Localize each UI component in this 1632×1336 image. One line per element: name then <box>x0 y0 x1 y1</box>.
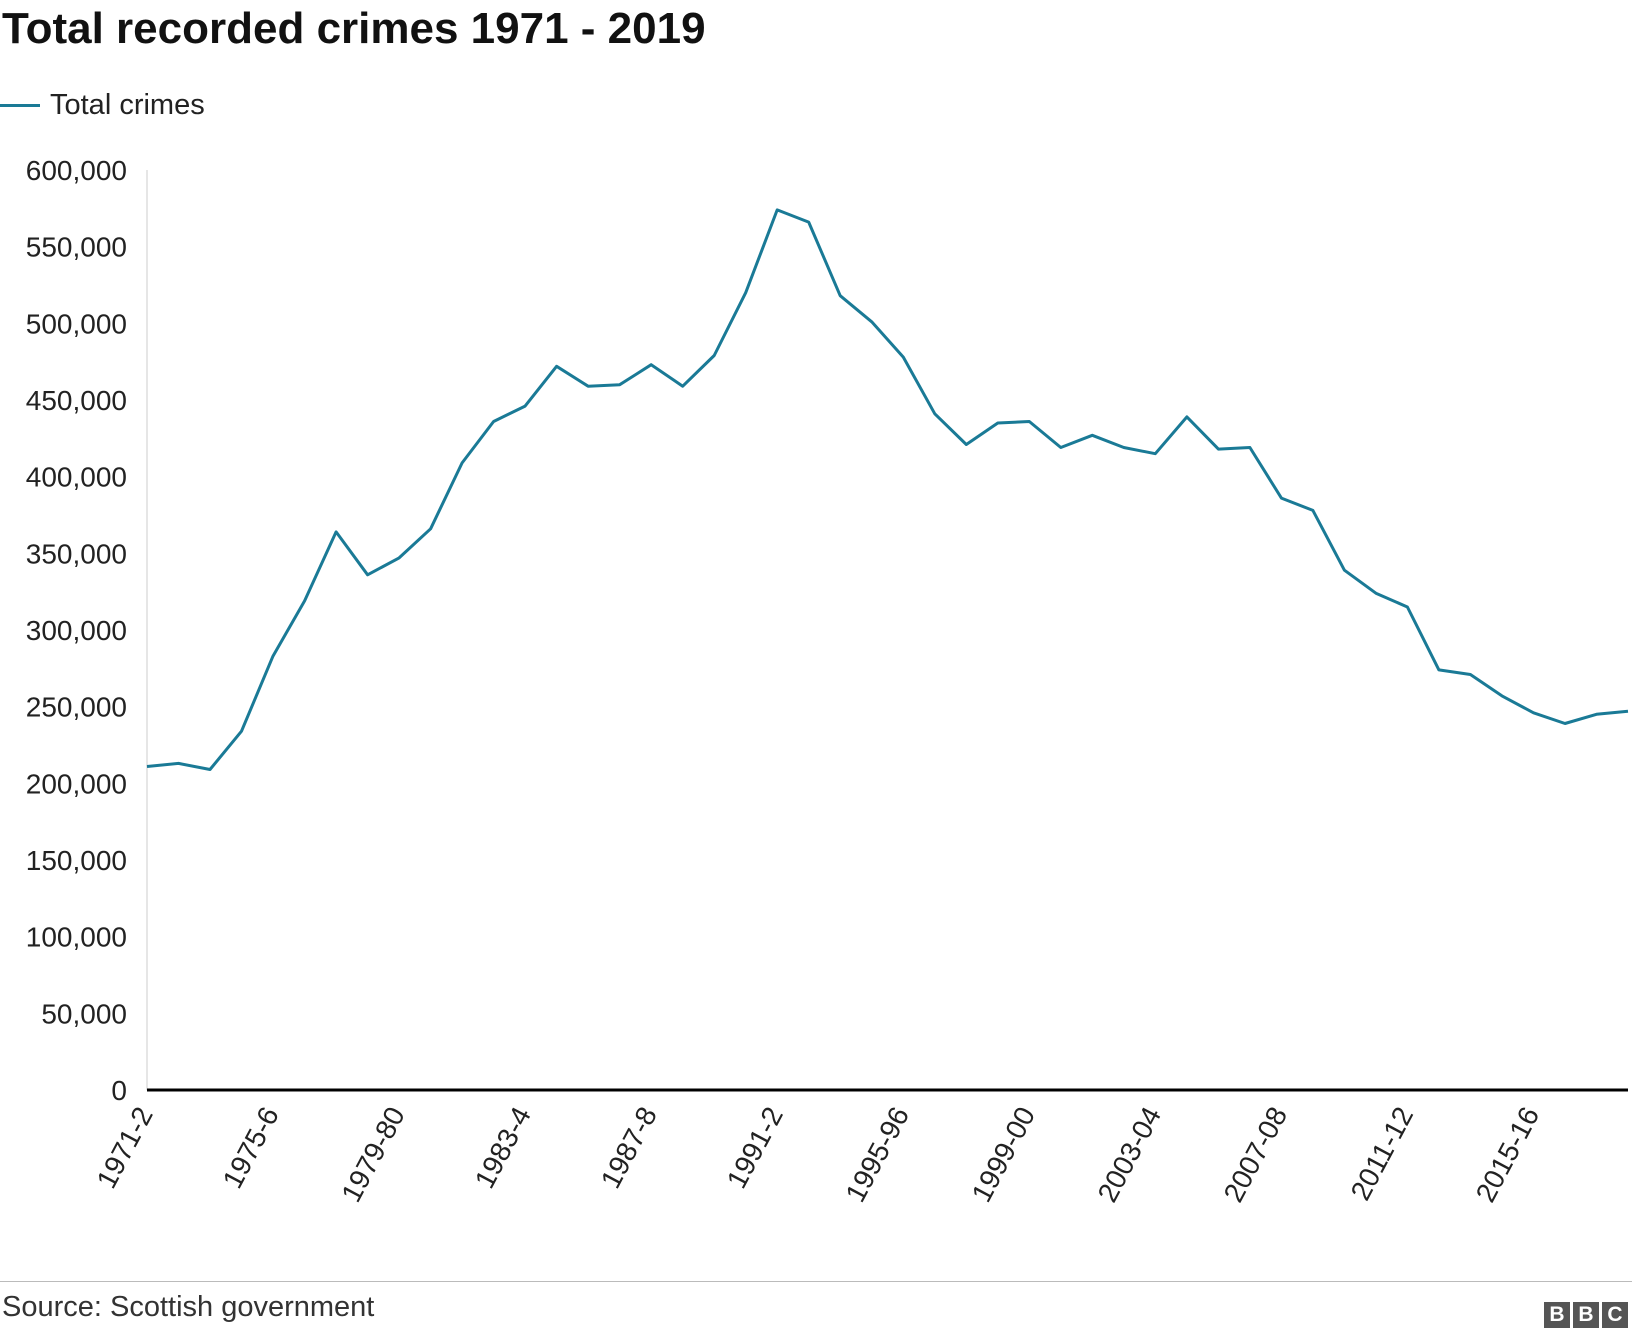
x-tick-label: 2011-12 <box>1345 1102 1420 1205</box>
x-tick-label: 1987-8 <box>595 1102 663 1194</box>
y-axis-ticks: 0 50,000 100,000 150,000 200,000 250,000 300,0… <box>26 155 127 1106</box>
y-tick-label: 300,000 <box>26 615 127 646</box>
y-tick-label: 550,000 <box>26 232 127 263</box>
x-tick-label: 1971-2 <box>91 1102 159 1194</box>
line-chart: 0 50,000 100,000 150,000 200,000 250,000 300,0… <box>26 155 1629 1207</box>
y-tick-label: 450,000 <box>26 385 127 416</box>
legend-swatch-total-crimes <box>0 103 40 107</box>
bbc-logo-letter: B <box>1573 1302 1599 1328</box>
x-tick-label: 1991-2 <box>721 1102 789 1194</box>
y-tick-label: 600,000 <box>26 155 127 186</box>
y-tick-label: 200,000 <box>26 768 127 799</box>
x-tick-label: 2007-08 <box>1218 1102 1294 1207</box>
chart-title: Total recorded crimes 1971 - 2019 <box>2 4 706 53</box>
x-tick-label: 1979-80 <box>335 1102 411 1207</box>
series-line-total-crimes <box>146 208 1629 771</box>
source-note: Source: Scottish government <box>2 1291 375 1323</box>
legend-label-total-crimes: Total crimes <box>50 88 205 121</box>
x-tick-label: 2003-04 <box>1092 1102 1168 1207</box>
x-tick-label: 2015-16 <box>1470 1102 1546 1207</box>
x-tick-label: 1983-4 <box>469 1102 537 1194</box>
y-tick-label: 350,000 <box>26 538 127 569</box>
legend: Total crimes <box>0 88 205 122</box>
y-tick-label: 250,000 <box>26 692 127 723</box>
footer-divider <box>0 1281 1632 1282</box>
y-tick-label: 400,000 <box>26 462 127 493</box>
y-tick-label: 50,000 <box>41 998 127 1029</box>
y-tick-label: 100,000 <box>26 922 127 953</box>
bbc-logo: B B C <box>1544 1302 1628 1328</box>
x-tick-label: 1999-00 <box>966 1102 1042 1207</box>
y-tick-label: 0 <box>111 1075 127 1106</box>
bbc-logo-letter: C <box>1602 1302 1628 1328</box>
x-axis-ticks: 1971-2 1975-6 1979-80 1983-4 1987-8 1991-2 199… <box>91 1102 1546 1207</box>
bbc-logo-letter: B <box>1544 1302 1570 1328</box>
x-tick-label: 1995-96 <box>839 1102 915 1207</box>
y-tick-label: 500,000 <box>26 308 127 339</box>
y-tick-label: 150,000 <box>26 845 127 876</box>
x-tick-label: 1975-6 <box>217 1102 285 1194</box>
